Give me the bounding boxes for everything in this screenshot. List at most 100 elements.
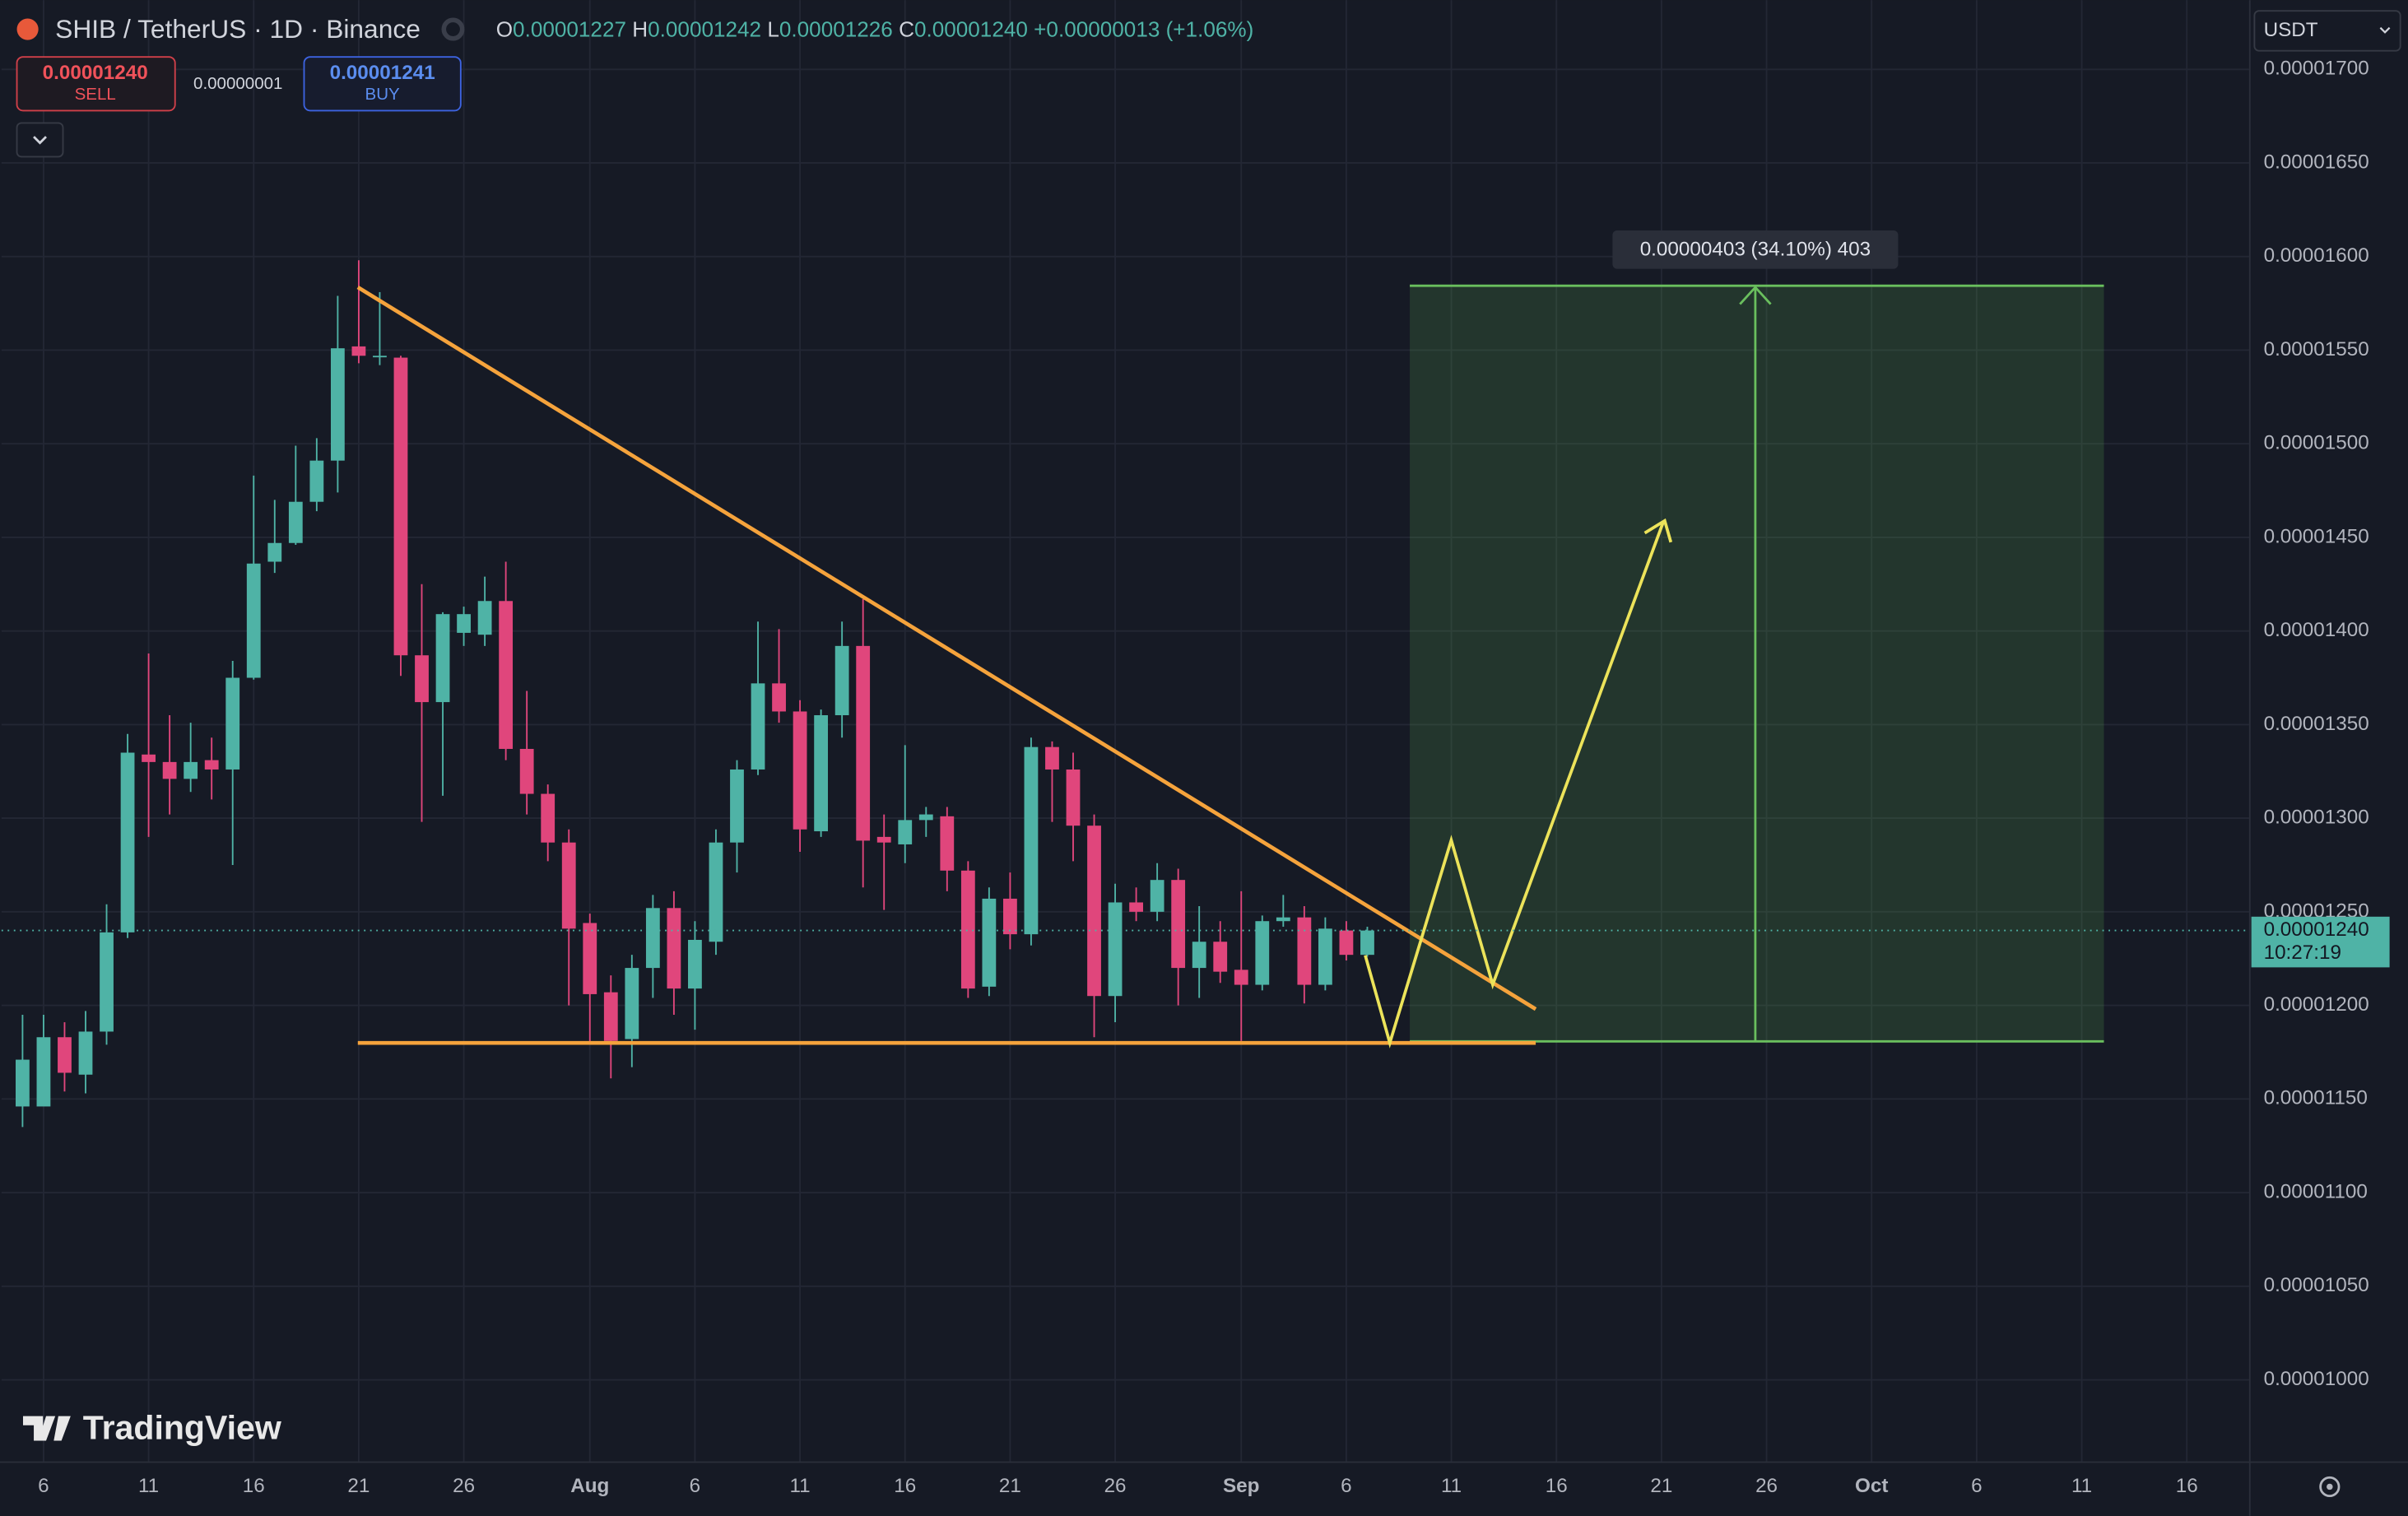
- candle-body: [772, 683, 786, 712]
- x-tick-label: 11: [138, 1475, 159, 1497]
- candle-body: [100, 932, 114, 1032]
- buy-button[interactable]: 0.00001241 BUY: [303, 56, 462, 112]
- x-tick-label: Oct: [1855, 1475, 1888, 1497]
- candle-body: [1192, 942, 1206, 969]
- low-label: L: [767, 16, 779, 41]
- projection-arrow-head: [1643, 518, 1673, 543]
- collapse-button[interactable]: [16, 122, 64, 158]
- candle-body: [1276, 917, 1290, 922]
- candle-body: [36, 1037, 51, 1107]
- axes: 0.00001000 0.00001050 0.00001100 0.00001150…: [1, 58, 2390, 1497]
- open-value: 0.00001227: [513, 16, 626, 41]
- candles: [16, 260, 1374, 1128]
- candle-body: [58, 1037, 72, 1073]
- candle-body: [1150, 880, 1164, 912]
- candle-body: [1024, 746, 1039, 935]
- candle-body: [1339, 930, 1354, 956]
- x-tick-label: Aug: [570, 1475, 609, 1497]
- candle-body: [1234, 970, 1248, 985]
- candle-body: [1003, 898, 1017, 935]
- x-tick-label: 6: [38, 1475, 49, 1497]
- chevron[interactable]: [33, 136, 47, 145]
- candle-body: [667, 908, 681, 989]
- measure-arrow-head: [1739, 285, 1772, 305]
- candle-body: [225, 677, 240, 770]
- candle-body: [1318, 928, 1332, 985]
- sell-label[interactable]: SELL: [75, 85, 116, 104]
- candle-body: [78, 1031, 93, 1075]
- ohlc-legend: O0.00001227 H0.00001242 L0.00001226 C0.0…: [496, 16, 1254, 41]
- candle-body: [309, 460, 324, 502]
- change-value: +0.00000013 (+1.06%): [1034, 16, 1253, 41]
- candle-body: [288, 501, 303, 543]
- candle-body: [856, 645, 871, 841]
- candle-body: [415, 655, 429, 703]
- settings-icon[interactable]: [2319, 1476, 2341, 1498]
- y-tick-label: 0.00001300: [2264, 807, 2369, 829]
- candle-body: [688, 939, 702, 989]
- x-tick-label: Sep: [1223, 1475, 1259, 1497]
- status-dot: [441, 17, 465, 41]
- candle-body: [393, 357, 408, 656]
- candle-body: [1108, 902, 1123, 997]
- high-label: H: [632, 16, 648, 41]
- candle-body: [330, 348, 345, 461]
- currency-selector[interactable]: USDT: [2253, 10, 2401, 52]
- candle-body: [267, 542, 282, 562]
- candle-body: [876, 836, 891, 843]
- candle-body: [1213, 942, 1228, 972]
- y-tick-label: 0.00001150: [2264, 1087, 2368, 1109]
- buy-label[interactable]: BUY: [365, 85, 400, 104]
- settings-icon-center[interactable]: [2327, 1483, 2333, 1490]
- low-value: 0.00001226: [779, 16, 893, 41]
- countdown: 10:27:19: [2264, 942, 2341, 964]
- candle-body: [918, 814, 933, 821]
- x-tick-label: 21: [999, 1475, 1021, 1497]
- y-tick-label: 0.00001650: [2264, 151, 2369, 173]
- x-tick-label: 21: [347, 1475, 370, 1497]
- sell-button[interactable]: 0.00001240 SELL: [16, 56, 176, 112]
- collapse-box[interactable]: [16, 122, 64, 158]
- y-tick-label: 0.00001450: [2264, 525, 2369, 547]
- buy-box[interactable]: [303, 56, 462, 112]
- high-value: 0.00001242: [648, 16, 761, 41]
- candle-body: [519, 748, 534, 794]
- candle-body: [751, 683, 765, 770]
- sell-price[interactable]: 0.00001240: [43, 62, 148, 84]
- buy-price[interactable]: 0.00001241: [330, 62, 435, 84]
- x-tick-label: 16: [1546, 1475, 1568, 1497]
- candle-body: [457, 614, 471, 633]
- y-tick-label: 0.00001100: [2264, 1180, 2368, 1202]
- candle-body: [1360, 930, 1374, 956]
- candle-body: [16, 1059, 30, 1107]
- candle-body: [1171, 880, 1186, 969]
- x-tick-label: 11: [789, 1475, 810, 1497]
- settings-button[interactable]: [2319, 1476, 2341, 1498]
- symbol-icon: [16, 18, 39, 40]
- candle-body: [603, 992, 618, 1041]
- sell-box[interactable]: [16, 56, 176, 112]
- candle-body: [583, 923, 597, 994]
- x-tick-label: 6: [1971, 1475, 1983, 1497]
- candle-body: [1045, 746, 1059, 770]
- spread: 0.00000001: [193, 74, 282, 93]
- candle-body: [898, 820, 913, 844]
- y-tick-label: 0.00001000: [2264, 1368, 2369, 1390]
- candle-body: [982, 898, 997, 987]
- currency-chevron[interactable]: [2379, 26, 2391, 34]
- candle-body: [477, 601, 492, 635]
- y-tick-label: 0.00001400: [2264, 619, 2369, 641]
- x-tick-label: 26: [1755, 1475, 1778, 1497]
- measure-label-box: [1612, 230, 1899, 269]
- currency[interactable]: USDT: [2264, 19, 2318, 41]
- y-tick-label: 0.00001050: [2264, 1274, 2369, 1296]
- x-tick-label: 21: [1650, 1475, 1672, 1497]
- candle-body: [1255, 921, 1270, 985]
- candle-body: [120, 752, 135, 932]
- candle-body: [1129, 902, 1143, 912]
- currency-box[interactable]: [2253, 10, 2401, 52]
- y-tick-label: 0.00001600: [2264, 244, 2369, 267]
- x-tick-label: 11: [2071, 1475, 2092, 1497]
